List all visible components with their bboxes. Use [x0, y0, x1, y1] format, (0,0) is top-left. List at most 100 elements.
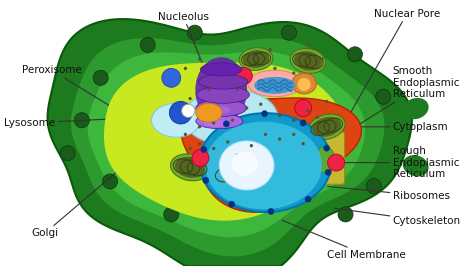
Ellipse shape: [183, 89, 278, 146]
Ellipse shape: [269, 48, 272, 51]
Polygon shape: [182, 98, 361, 212]
Ellipse shape: [199, 74, 247, 89]
Ellipse shape: [195, 57, 247, 123]
Ellipse shape: [259, 102, 263, 106]
Ellipse shape: [212, 121, 215, 125]
Ellipse shape: [292, 119, 295, 122]
Ellipse shape: [261, 110, 268, 117]
Text: Lysosome: Lysosome: [4, 116, 175, 128]
Ellipse shape: [231, 119, 234, 122]
Ellipse shape: [235, 67, 252, 84]
Ellipse shape: [204, 119, 228, 127]
Ellipse shape: [60, 146, 75, 161]
Ellipse shape: [239, 48, 273, 70]
Ellipse shape: [292, 72, 295, 75]
Ellipse shape: [316, 116, 319, 119]
Ellipse shape: [162, 68, 181, 87]
Ellipse shape: [232, 151, 258, 176]
Ellipse shape: [328, 154, 345, 171]
Ellipse shape: [306, 109, 310, 112]
Ellipse shape: [196, 114, 243, 129]
Ellipse shape: [282, 25, 297, 40]
Ellipse shape: [226, 140, 229, 144]
Polygon shape: [88, 51, 365, 237]
Ellipse shape: [200, 113, 331, 212]
Ellipse shape: [102, 174, 118, 189]
Ellipse shape: [301, 142, 305, 145]
Ellipse shape: [290, 48, 326, 73]
Ellipse shape: [207, 68, 228, 75]
Ellipse shape: [264, 133, 267, 136]
Ellipse shape: [207, 87, 210, 91]
Ellipse shape: [189, 97, 192, 100]
Ellipse shape: [192, 149, 209, 166]
Ellipse shape: [254, 77, 296, 94]
Ellipse shape: [169, 101, 192, 124]
Ellipse shape: [292, 133, 295, 136]
Polygon shape: [71, 38, 384, 256]
Ellipse shape: [198, 57, 201, 61]
Ellipse shape: [223, 121, 230, 127]
Ellipse shape: [243, 50, 269, 68]
Ellipse shape: [202, 177, 209, 184]
Polygon shape: [47, 19, 412, 266]
Ellipse shape: [212, 147, 215, 150]
Text: Peroxisome: Peroxisome: [22, 65, 192, 156]
Ellipse shape: [196, 99, 246, 116]
Ellipse shape: [323, 145, 330, 152]
Text: Cell Membrane: Cell Membrane: [282, 220, 405, 260]
Ellipse shape: [74, 113, 89, 128]
Ellipse shape: [305, 196, 311, 202]
Ellipse shape: [219, 141, 274, 190]
Ellipse shape: [312, 117, 341, 137]
Ellipse shape: [268, 208, 274, 215]
Ellipse shape: [294, 51, 322, 71]
Ellipse shape: [196, 103, 222, 122]
Text: Smooth
Endoplasmic
Reticulum: Smooth Endoplasmic Reticulum: [334, 66, 459, 140]
Ellipse shape: [306, 43, 310, 47]
Ellipse shape: [314, 147, 335, 173]
Polygon shape: [104, 62, 349, 221]
Ellipse shape: [295, 99, 311, 116]
Ellipse shape: [300, 120, 306, 126]
Text: Cytoplasm: Cytoplasm: [339, 122, 448, 132]
Ellipse shape: [231, 62, 234, 65]
Ellipse shape: [228, 201, 235, 207]
Ellipse shape: [278, 114, 281, 117]
Ellipse shape: [244, 33, 265, 59]
Ellipse shape: [347, 47, 363, 62]
Text: Golgi: Golgi: [31, 103, 198, 238]
Ellipse shape: [245, 106, 248, 110]
Ellipse shape: [140, 37, 155, 52]
Ellipse shape: [205, 122, 322, 209]
Ellipse shape: [316, 133, 319, 136]
Text: Nucleolus: Nucleolus: [158, 12, 241, 158]
Ellipse shape: [244, 215, 265, 242]
Ellipse shape: [207, 80, 232, 87]
Ellipse shape: [338, 207, 353, 222]
Text: Cytoskeleton: Cytoskeleton: [334, 208, 461, 226]
Ellipse shape: [308, 114, 345, 140]
Ellipse shape: [213, 161, 248, 186]
Ellipse shape: [236, 87, 239, 91]
Ellipse shape: [152, 103, 201, 137]
Ellipse shape: [366, 179, 381, 194]
Ellipse shape: [278, 138, 281, 141]
Ellipse shape: [273, 67, 276, 70]
Ellipse shape: [184, 133, 187, 136]
Ellipse shape: [205, 106, 230, 114]
Ellipse shape: [376, 89, 391, 104]
Ellipse shape: [93, 70, 108, 85]
Ellipse shape: [201, 146, 207, 153]
Ellipse shape: [198, 142, 201, 145]
Ellipse shape: [403, 155, 428, 176]
Ellipse shape: [206, 92, 233, 101]
Text: Ribosomes: Ribosomes: [328, 186, 450, 201]
Ellipse shape: [247, 70, 302, 97]
Ellipse shape: [182, 104, 195, 118]
Ellipse shape: [320, 57, 324, 61]
Ellipse shape: [175, 157, 205, 178]
Ellipse shape: [198, 125, 201, 129]
Ellipse shape: [403, 98, 428, 119]
Ellipse shape: [189, 147, 192, 150]
